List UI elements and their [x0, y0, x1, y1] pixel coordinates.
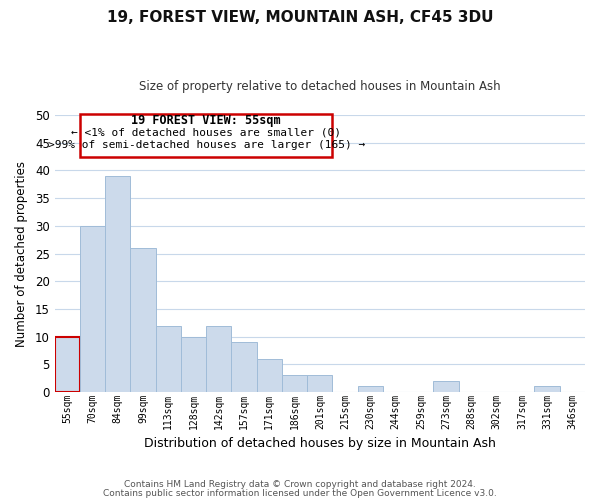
Bar — [206, 326, 232, 392]
Bar — [535, 386, 560, 392]
Title: Size of property relative to detached houses in Mountain Ash: Size of property relative to detached ho… — [139, 80, 500, 93]
Bar — [55, 336, 80, 392]
Y-axis label: Number of detached properties: Number of detached properties — [15, 160, 28, 346]
Bar — [232, 342, 257, 392]
Bar — [282, 376, 307, 392]
Text: Contains HM Land Registry data © Crown copyright and database right 2024.: Contains HM Land Registry data © Crown c… — [124, 480, 476, 489]
Bar — [307, 376, 332, 392]
Bar — [130, 248, 155, 392]
Text: >99% of semi-detached houses are larger (165) →: >99% of semi-detached houses are larger … — [47, 140, 365, 150]
Bar — [105, 176, 130, 392]
Text: Contains public sector information licensed under the Open Government Licence v3: Contains public sector information licen… — [103, 490, 497, 498]
Text: 19 FOREST VIEW: 55sqm: 19 FOREST VIEW: 55sqm — [131, 114, 281, 127]
Bar — [433, 381, 459, 392]
Bar — [80, 114, 332, 156]
Bar — [257, 359, 282, 392]
Text: 19, FOREST VIEW, MOUNTAIN ASH, CF45 3DU: 19, FOREST VIEW, MOUNTAIN ASH, CF45 3DU — [107, 10, 493, 25]
Bar — [80, 226, 105, 392]
Bar — [181, 336, 206, 392]
Bar — [155, 326, 181, 392]
Text: ← <1% of detached houses are smaller (0): ← <1% of detached houses are smaller (0) — [71, 128, 341, 138]
Bar — [358, 386, 383, 392]
X-axis label: Distribution of detached houses by size in Mountain Ash: Distribution of detached houses by size … — [144, 437, 496, 450]
